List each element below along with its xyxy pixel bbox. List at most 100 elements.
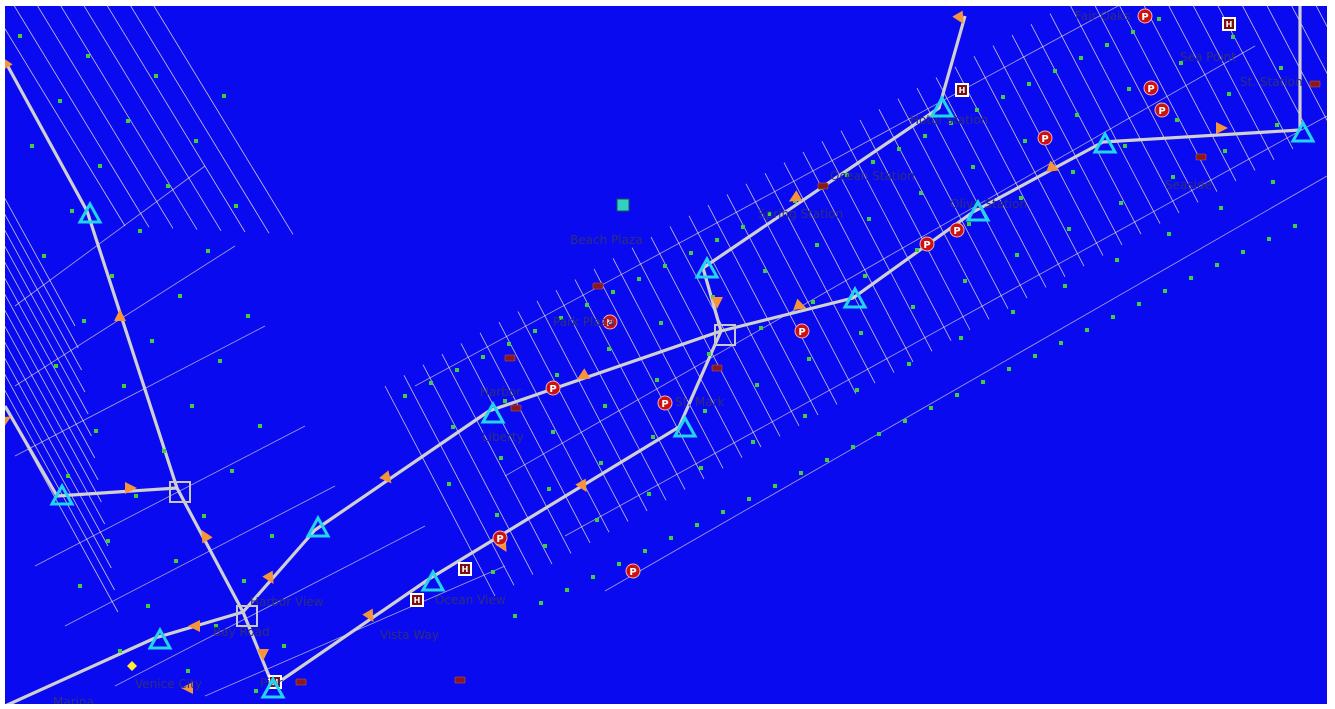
street-line [5, 213, 79, 349]
bus-stop-icon[interactable] [592, 282, 604, 290]
parking-icon[interactable]: P [602, 314, 618, 330]
node-dot-icon [447, 482, 451, 486]
map-label: Hotel Station [910, 113, 988, 127]
node-dot-icon [138, 229, 142, 233]
station-triangle-icon[interactable] [147, 626, 173, 650]
street-line [5, 309, 99, 481]
parking-icon[interactable]: P [1143, 80, 1159, 96]
node-dot-icon [1111, 315, 1115, 319]
node-dot-icon [1241, 250, 1245, 254]
street-line [422, 364, 534, 575]
interchange-square-icon[interactable] [169, 481, 191, 503]
map-label: Olive Station [950, 197, 1027, 211]
station-triangle-icon[interactable] [1290, 119, 1316, 143]
road-line[interactable] [5, 405, 59, 497]
node-dot-icon [617, 562, 621, 566]
parking-icon[interactable]: P [919, 236, 935, 252]
parking-icon[interactable]: P [794, 323, 810, 339]
interchange-square-icon[interactable] [236, 605, 258, 627]
interchange-square-icon[interactable] [714, 324, 736, 346]
hotel-icon[interactable]: H [955, 83, 969, 97]
street-line [954, 66, 1066, 277]
node-dot-icon [959, 336, 963, 340]
station-triangle-icon[interactable] [305, 514, 331, 538]
map-labels: Hotel Station Olive Station St. Station Oce… [53, 9, 1303, 704]
node-dot-icon [154, 74, 158, 78]
node-dot-icon [491, 570, 495, 574]
street-line [106, 6, 246, 233]
bus-stop-icon[interactable] [504, 354, 516, 362]
marker-icon[interactable] [127, 661, 137, 671]
station-triangle-icon[interactable] [672, 414, 698, 438]
street-line [153, 6, 294, 235]
hotel-icon[interactable]: H [458, 562, 472, 576]
station-triangle-icon[interactable] [77, 200, 103, 224]
station-triangle-icon[interactable] [694, 255, 720, 279]
road-line[interactable] [272, 15, 967, 688]
node-dot-icon [1119, 201, 1123, 205]
node-dot-icon [595, 518, 599, 522]
node-dot-icon [481, 355, 485, 359]
node-dot-icon [559, 316, 563, 320]
street-line [5, 293, 96, 459]
street-line [1217, 6, 1294, 150]
bus-stop-icon[interactable] [1309, 80, 1321, 88]
node-dot-icon [547, 487, 551, 491]
node-dot-icon [202, 514, 206, 518]
parking-icon[interactable]: P [1137, 8, 1153, 24]
node-dot-icon [1215, 263, 1219, 267]
parking-icon[interactable]: P [492, 530, 508, 546]
direction-arrow-icon [575, 478, 587, 493]
parking-icon[interactable]: P [1037, 130, 1053, 146]
node-dot-icon [403, 394, 407, 398]
station-triangle-icon[interactable] [420, 568, 446, 592]
node-dot-icon [663, 264, 667, 268]
parking-icon[interactable]: P [657, 395, 673, 411]
hotel-icon[interactable]: H [1222, 17, 1236, 31]
map-label: Liberty [482, 430, 524, 444]
street-line [745, 183, 857, 395]
node-dot-icon [70, 209, 74, 213]
map-label: Sea Point [1180, 50, 1236, 64]
bus-stop-icon[interactable] [817, 182, 829, 190]
station-triangle-icon[interactable] [1092, 130, 1118, 154]
node-dot-icon [30, 144, 34, 148]
station-triangle-icon[interactable] [49, 482, 75, 506]
road-line[interactable] [56, 486, 178, 498]
map-label: St. Mark [675, 395, 725, 409]
node-dot-icon [1059, 341, 1063, 345]
road-line[interactable] [5, 60, 275, 687]
street-line [688, 215, 800, 426]
node-dot-icon [1127, 87, 1131, 91]
parking-icon[interactable]: P [949, 222, 965, 238]
node-dot-icon [194, 139, 198, 143]
node-dot-icon [1293, 224, 1297, 228]
station-triangle-icon[interactable] [929, 94, 955, 118]
node-dot-icon [1223, 149, 1227, 153]
station-triangle-icon[interactable] [480, 400, 506, 424]
parking-icon[interactable]: P [545, 380, 561, 396]
parking-icon[interactable]: P [625, 563, 641, 579]
node-dot-icon [1053, 69, 1057, 73]
node-dot-icon [1123, 144, 1127, 148]
node-dot-icon [270, 534, 274, 538]
street-line [707, 204, 819, 416]
bus-stop-icon[interactable] [1195, 153, 1207, 161]
bus-stop-icon[interactable] [295, 678, 307, 686]
transit-hub-icon[interactable] [616, 198, 630, 212]
bus-stop-icon[interactable] [711, 364, 723, 372]
parking-letter: P [549, 384, 556, 395]
bus-stop-icon[interactable] [454, 676, 466, 684]
parking-icon[interactable]: P [1154, 102, 1170, 118]
node-dot-icon [122, 384, 126, 388]
bus-stop-icon[interactable] [510, 404, 522, 412]
station-triangle-icon[interactable] [842, 285, 868, 309]
station-triangle-icon[interactable] [965, 198, 991, 222]
transit-map[interactable]: P P P P P P P P P P P P H H H H H Hotel Station Olive Stat… [5, 6, 1327, 704]
hotel-icon[interactable]: H [410, 593, 424, 607]
direction-arrow-icon [576, 368, 591, 380]
station-triangle-icon[interactable] [260, 675, 286, 699]
road-line[interactable] [5, 610, 244, 704]
road-line[interactable] [241, 128, 1301, 614]
